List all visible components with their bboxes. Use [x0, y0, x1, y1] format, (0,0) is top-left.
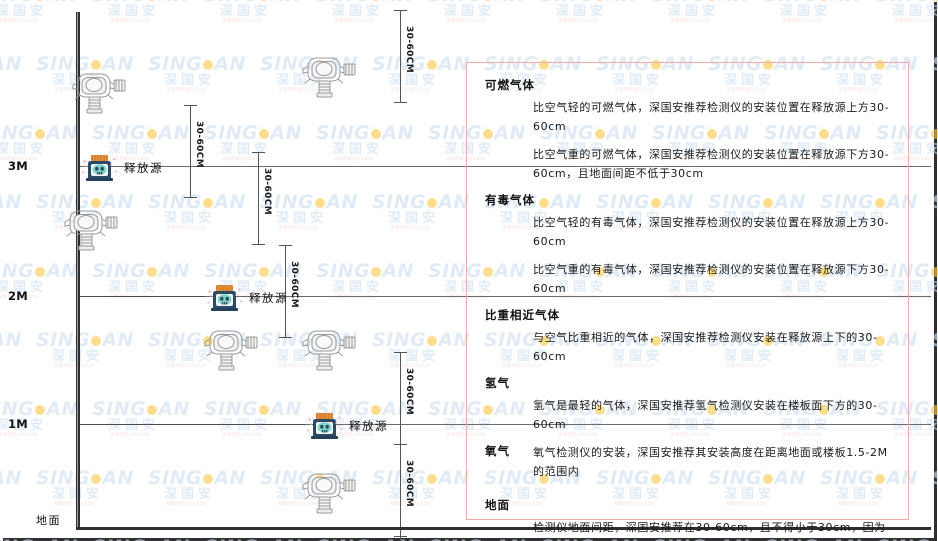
dimension-tick	[252, 244, 265, 245]
dimension-tick	[279, 245, 292, 246]
dimension-tick	[279, 337, 292, 338]
dimension-tick	[184, 197, 197, 198]
release-source-icon	[80, 152, 120, 188]
dimension-label: 30-60CM	[404, 26, 414, 74]
section-paragraph: 比空气重的可燃气体，深国安推荐检测仪的安装位置在释放源下方30-60cm，且地面…	[533, 148, 890, 180]
level-label-1M: 1M	[8, 417, 29, 431]
dimension-line	[400, 352, 401, 541]
level-line-1M	[78, 424, 931, 425]
section-body: 比空气轻的可燃气体，深国安推荐检测仪的安装位置在释放源上方30-60cm 比空气重…	[533, 98, 892, 183]
release-source-leader	[78, 424, 305, 425]
recommendation-panel: 可燃气体比空气轻的可燃气体，深国安推荐检测仪的安装位置在释放源上方30-60cm…	[466, 62, 909, 541]
gas-detector-icon	[70, 68, 128, 118]
release-source-label: 释放源	[124, 161, 163, 175]
section-paragraph: 氧气检测仪的安装，深国安推荐其安装高度在距离地面或楼板1.5-2M的范围内	[533, 446, 888, 478]
section-paragraph: 检测仪地面间距，深国安推荐在30-60cm，且不得小于30cm，因为过低容易水溅…	[533, 521, 886, 541]
level-line-3M	[78, 166, 931, 167]
section-paragraph: 比空气重的有毒气体，深国安推荐检测仪的安装位置在释放源下方30-60cm	[533, 263, 890, 295]
release-source-icon	[305, 410, 345, 446]
gas-detector-icon	[300, 325, 358, 375]
gas-detector-icon	[300, 468, 358, 518]
dimension-label: 30-60CM	[194, 121, 204, 169]
release-source-leader	[78, 296, 205, 297]
section-body: 氢气是最轻的气体，深国安推荐氢气检测仪安装在楼板面下方的30-60cm	[533, 396, 892, 434]
vertical-axis	[76, 12, 80, 530]
section-paragraph: 氢气是最轻的气体，深国安推荐氢气检测仪安装在楼板面下方的30-60cm	[533, 399, 878, 431]
gas-detector-icon	[62, 205, 120, 255]
panel-section: 有毒气体比空气轻的有毒气体，深国安推荐检测仪的安装位置在释放源上方30-60cm…	[485, 192, 892, 298]
dimension-tick	[394, 10, 407, 11]
section-heading: 比重相近气体	[485, 308, 560, 322]
gas-detector-icon	[300, 52, 358, 102]
panel-section: 地面检测仪地面间距，深国安推荐在30-60cm，且不得小于30cm，因为过低容易…	[485, 497, 892, 541]
dimension-tick	[252, 152, 265, 153]
section-heading: 有毒气体	[485, 193, 535, 207]
release-source-icon	[205, 282, 245, 318]
section-body: 比空气轻的有毒气体，深国安推荐检测仪的安装位置在释放源上方30-60cm 比空气重…	[533, 213, 892, 298]
dimension-label: 30-60CM	[262, 168, 272, 216]
section-paragraph: 比空气轻的有毒气体，深国安推荐检测仪的安装位置在释放源上方30-60cm	[533, 216, 890, 248]
level-line-2M	[78, 296, 931, 297]
panel-section: 氧气 氧气检测仪的安装，深国安推荐其安装高度在距离地面或楼板1.5-2M的范围内	[485, 443, 892, 481]
dimension-tick	[184, 105, 197, 106]
section-paragraph: 比空气轻的可燃气体，深国安推荐检测仪的安装位置在释放源上方30-60cm	[533, 101, 890, 133]
dimension-line	[258, 152, 259, 244]
section-body: 检测仪地面间距，深国安推荐在30-60cm，且不得小于30cm，因为过低容易水溅…	[533, 518, 892, 541]
release-source-label: 释放源	[249, 291, 288, 305]
section-heading: 可燃气体	[485, 78, 535, 92]
panel-section: 氢气氢气是最轻的气体，深国安推荐氢气检测仪安装在楼板面下方的30-60cm	[485, 375, 892, 434]
dimension-label: 30-60CM	[404, 460, 414, 508]
dimension-tick	[394, 444, 407, 445]
section-heading: 氢气	[485, 376, 510, 390]
panel-section: 可燃气体比空气轻的可燃气体，深国安推荐检测仪的安装位置在释放源上方30-60cm…	[485, 77, 892, 183]
release-source-label: 释放源	[349, 419, 388, 433]
dimension-label: 30-60CM	[289, 261, 299, 309]
dimension-tick	[394, 102, 407, 103]
dimension-tick	[394, 352, 407, 353]
dimension-label: 30-60CM	[404, 368, 414, 416]
dimension-line	[285, 245, 286, 337]
level-label-3M: 3M	[8, 159, 29, 173]
dimension-tick	[394, 536, 407, 537]
dimension-line	[190, 105, 191, 197]
section-paragraph: 与空气比重相近的气体，深国安推荐检测仪安装在释放源上下的30-60cm	[533, 331, 878, 363]
section-heading: 地面	[485, 498, 510, 512]
panel-section: 比重相近气体与空气比重相近的气体，深国安推荐检测仪安装在释放源上下的30-60c…	[485, 307, 892, 366]
level-label-2M: 2M	[8, 289, 29, 303]
gas-detector-icon	[202, 325, 260, 375]
ground-label: 地面	[36, 514, 61, 527]
section-heading: 氧气	[485, 444, 510, 458]
dimension-line	[400, 10, 401, 102]
section-body: 与空气比重相近的气体，深国安推荐检测仪安装在释放源上下的30-60cm	[533, 328, 892, 366]
ground-baseline	[76, 527, 931, 530]
